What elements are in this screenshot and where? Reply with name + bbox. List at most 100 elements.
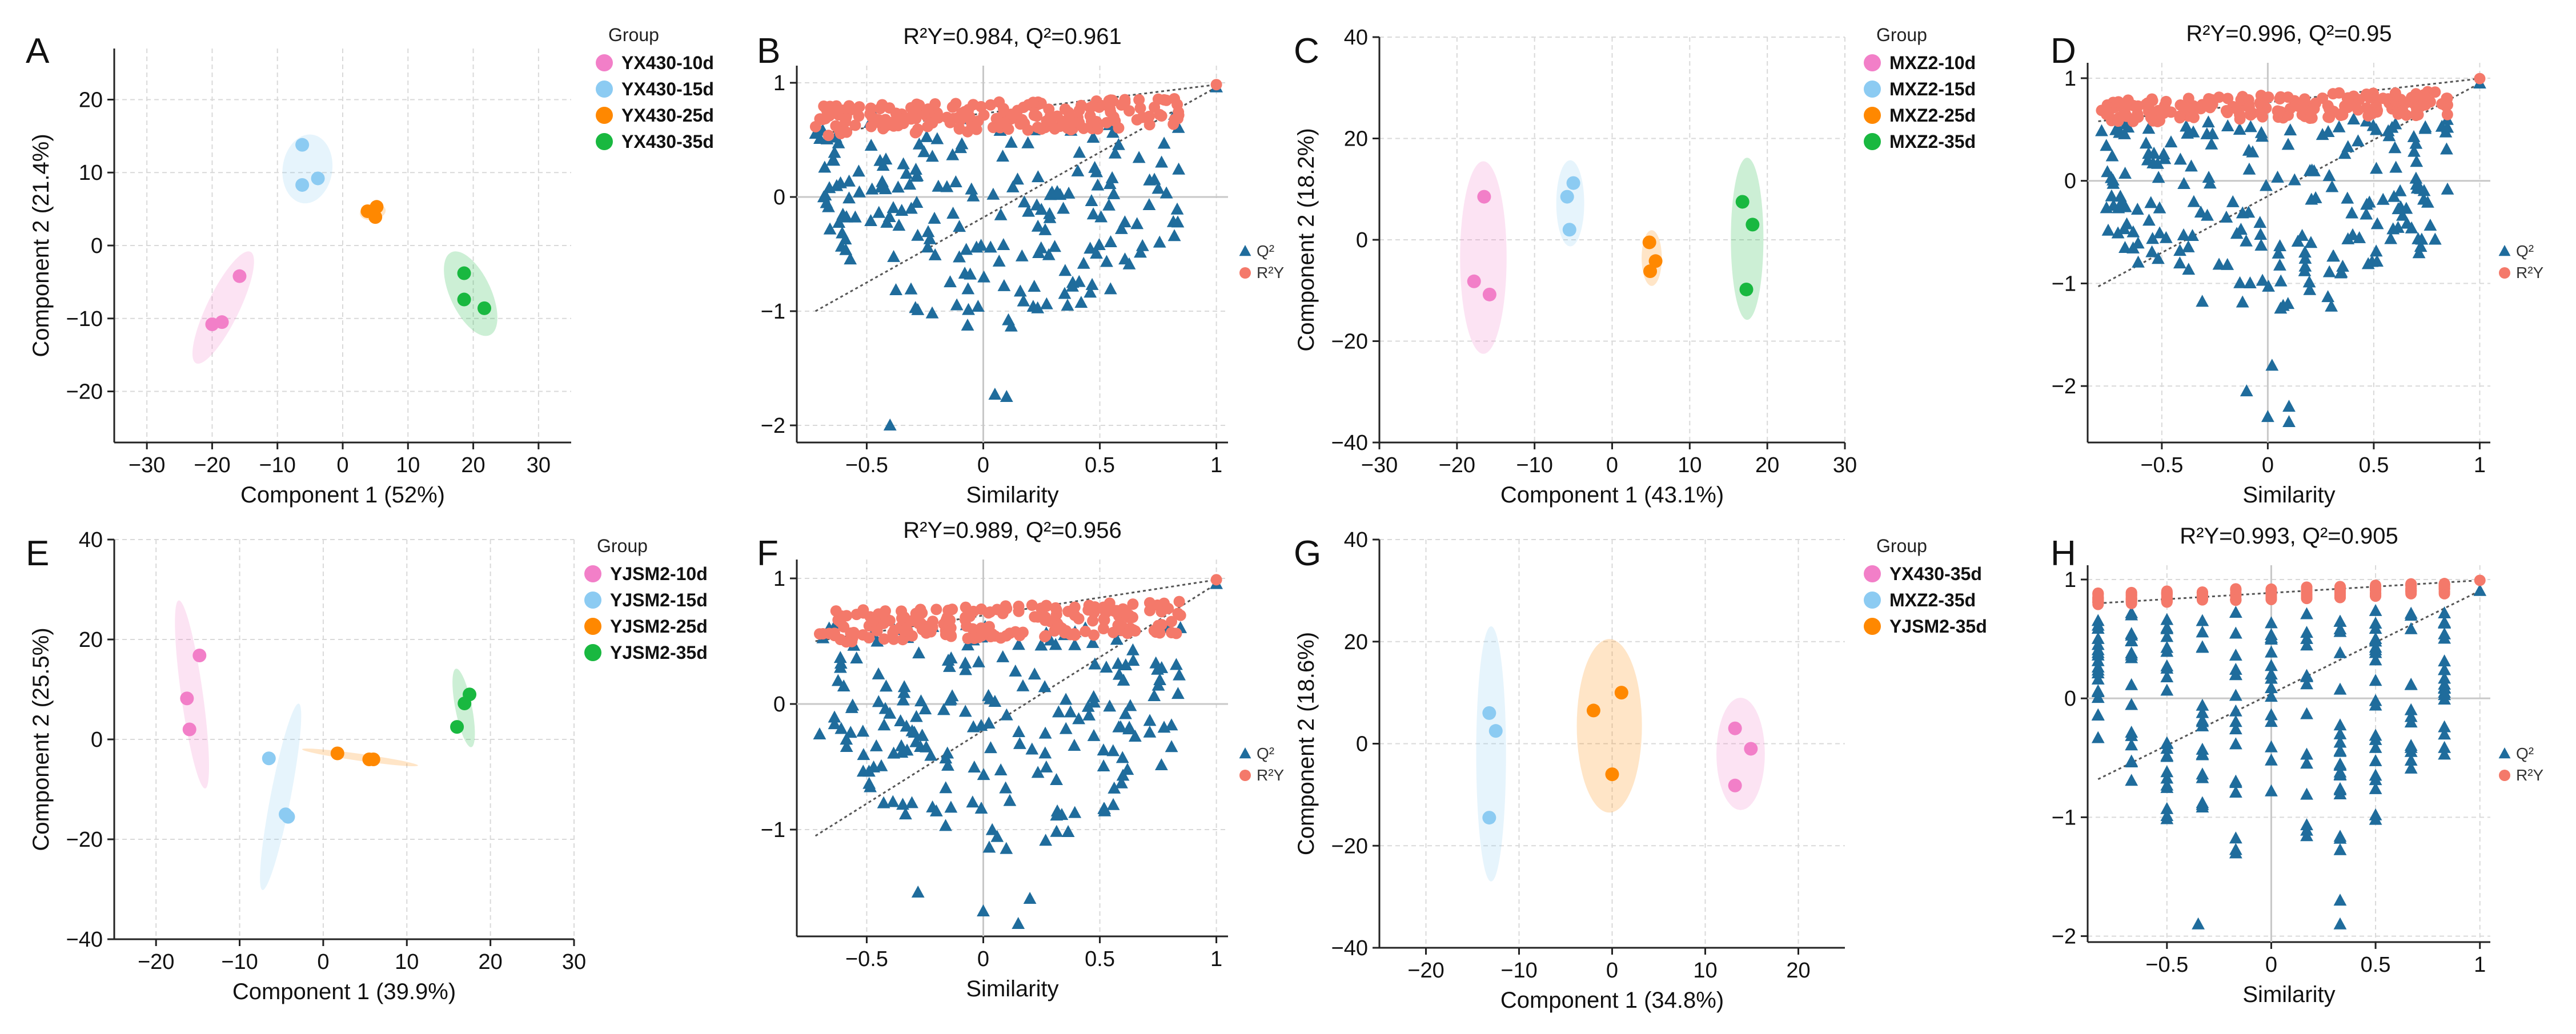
q2-point — [1012, 638, 1025, 650]
r2y-point — [961, 620, 973, 632]
q2-fit-line — [814, 583, 1217, 837]
confidence-ellipse — [1576, 639, 1642, 813]
x-axis-title: Similarity — [2242, 482, 2335, 508]
r2y-point — [2254, 96, 2266, 108]
r2y-point — [913, 618, 925, 630]
x-tick-label: 0 — [317, 950, 329, 974]
r2y-point — [1171, 98, 1183, 110]
q2-point — [2369, 643, 2382, 655]
q2-point — [2265, 715, 2278, 727]
q2-point — [2196, 796, 2209, 808]
q2-point — [2111, 226, 2125, 239]
q2-point — [1097, 759, 1110, 772]
q2-point — [879, 679, 893, 692]
q2-point — [2226, 195, 2240, 207]
q2-point — [961, 282, 975, 295]
q2-point — [2229, 649, 2242, 661]
score-point — [1728, 721, 1742, 735]
q2-point — [1171, 687, 1185, 699]
r2y-point — [2370, 580, 2382, 592]
r2y-point — [878, 633, 890, 645]
legend-r2y-marker — [1239, 267, 1251, 279]
r2y-point — [2410, 88, 2422, 100]
r2y-point — [2230, 594, 2242, 606]
q2-point — [1023, 892, 1037, 904]
q2-point — [1052, 705, 1065, 718]
r2y-point — [1133, 94, 1145, 106]
q2-point — [833, 651, 847, 663]
y-tick-label: 0 — [91, 728, 103, 752]
q2-point — [1011, 172, 1024, 185]
q2-point — [2180, 119, 2193, 132]
r2y-point — [1118, 606, 1130, 618]
r2y-point — [1092, 123, 1104, 135]
q2-point — [2229, 774, 2242, 787]
q2-point — [997, 238, 1010, 251]
panel-letter: F — [757, 534, 779, 573]
legend-marker — [584, 644, 601, 661]
q2-point — [2274, 274, 2288, 287]
q2-point — [2369, 634, 2382, 647]
q2-point — [914, 694, 928, 707]
q2-point — [1068, 806, 1082, 818]
q2-point — [1149, 656, 1163, 669]
q2-point — [2177, 177, 2190, 190]
q2-point — [2160, 778, 2174, 791]
q2-point — [2369, 782, 2382, 794]
r2y-point — [2125, 596, 2137, 608]
q2-point — [2300, 707, 2313, 719]
x-tick-label: 0 — [336, 453, 348, 477]
q2-point — [2410, 178, 2423, 190]
q2-point — [2321, 124, 2335, 137]
legend-title: Group — [1876, 25, 1927, 45]
q2-point — [2338, 147, 2352, 159]
x-tick-label: 20 — [1786, 959, 1810, 983]
q2-point — [2438, 631, 2451, 644]
legend-r2y-label: R²Y — [1257, 766, 1285, 784]
r2y-point — [1031, 110, 1043, 122]
q2-point — [1114, 222, 1128, 234]
r2y-point — [942, 605, 954, 617]
x-axis-title: Similarity — [966, 976, 1058, 1001]
legend-label: MXZ2-15d — [1889, 79, 1976, 99]
q2-point — [852, 164, 865, 177]
q2-point — [944, 275, 957, 288]
legend-title: Group — [608, 25, 659, 45]
panel-letter: A — [26, 31, 50, 71]
q2-point — [818, 160, 832, 173]
q2-point — [2347, 112, 2361, 125]
r2y-point — [975, 100, 987, 112]
panel-e: E −20 −10 0 10 20 30 −40 −20 0 20 40 Component 1 (39… — [26, 528, 708, 1004]
q2-point — [2300, 818, 2313, 831]
q2-point — [2240, 384, 2253, 397]
q2-point — [1104, 235, 1117, 247]
q2-point — [2113, 190, 2127, 202]
q2-point — [2159, 231, 2173, 243]
q2-point — [891, 180, 905, 193]
q2-point — [2265, 659, 2278, 671]
q2-point — [877, 796, 890, 808]
q2-point — [1108, 146, 1122, 159]
q2-point — [1157, 136, 1171, 149]
q2-point — [2300, 747, 2313, 760]
q2-point — [2113, 126, 2126, 138]
r2y-point — [2377, 92, 2389, 104]
q2-point — [2141, 153, 2154, 166]
x-tick-label: 0 — [1606, 453, 1618, 477]
x-tick-label: 0.5 — [2361, 953, 2391, 977]
q2-point — [905, 724, 919, 737]
q2-point — [1066, 279, 1079, 292]
q2-point — [2369, 733, 2382, 745]
q2-point — [1105, 171, 1119, 183]
q2-point — [1028, 667, 1041, 680]
q2-point — [883, 419, 897, 431]
score-point — [1605, 767, 1619, 782]
q2-point — [872, 206, 886, 218]
q2-point — [823, 222, 837, 235]
q2-point — [939, 819, 952, 831]
panel-g: G −20 −10 0 10 20 −40 −20 0 20 40 Component 1 (34.8… — [1294, 528, 1987, 1013]
q2-point — [917, 145, 931, 158]
q2-point — [2196, 748, 2209, 761]
q2-point — [2352, 134, 2365, 147]
legend-label: YX430-25d — [621, 105, 714, 126]
